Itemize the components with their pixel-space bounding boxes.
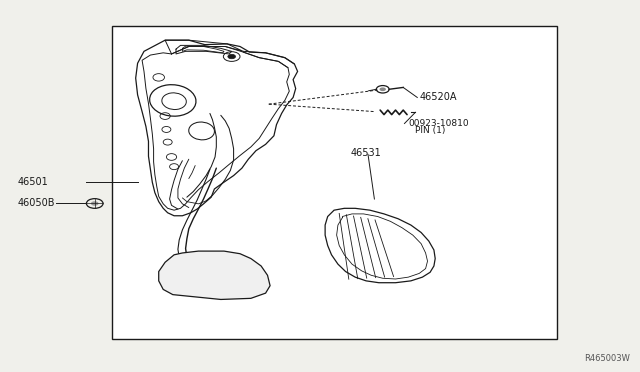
Text: 46520A: 46520A [419, 93, 457, 102]
Circle shape [228, 54, 236, 59]
Bar [112, 26, 557, 339]
Circle shape [380, 87, 386, 91]
Circle shape [91, 201, 99, 206]
Text: 46501: 46501 [18, 177, 49, 187]
Text: R465003W: R465003W [584, 354, 630, 363]
Polygon shape [159, 251, 270, 299]
Text: PIN (1): PIN (1) [415, 126, 445, 135]
Text: 46531: 46531 [351, 148, 381, 158]
Text: 46050B: 46050B [18, 199, 56, 208]
Polygon shape [136, 40, 298, 216]
Text: 00923-10810: 00923-10810 [408, 119, 469, 128]
Polygon shape [325, 208, 435, 283]
